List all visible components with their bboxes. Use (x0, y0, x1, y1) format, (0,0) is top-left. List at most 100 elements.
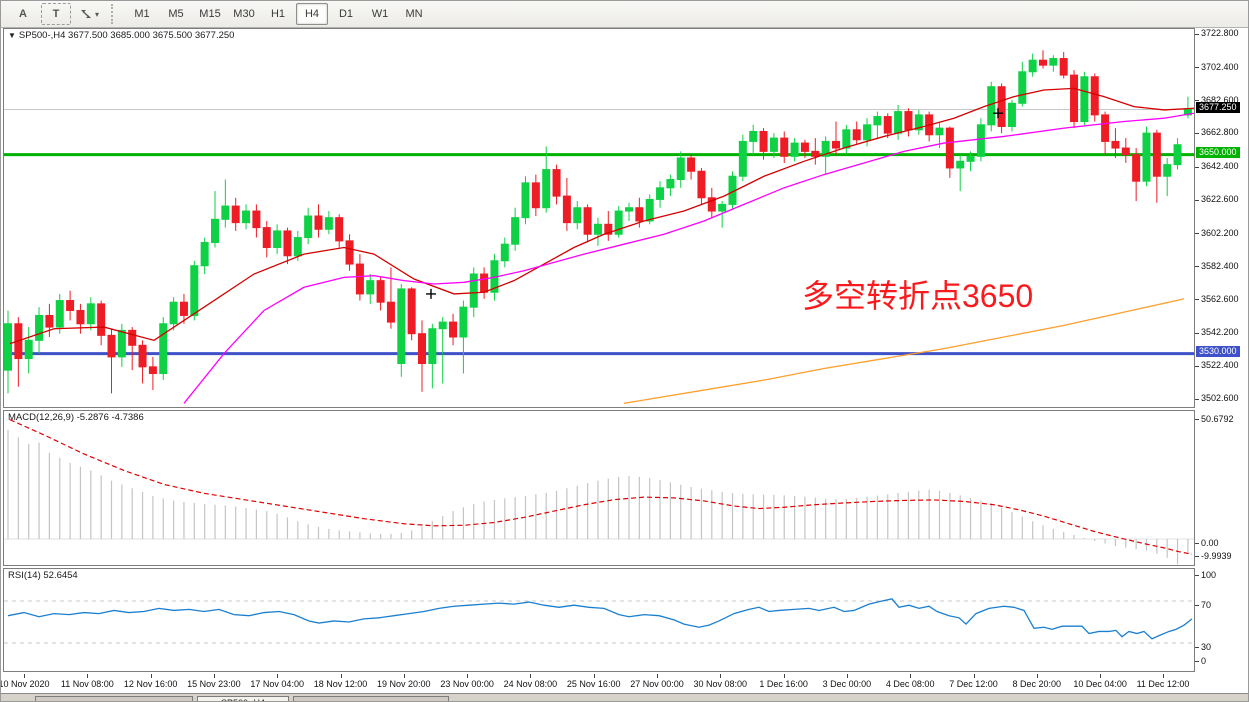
rsi-label: RSI(14) (8, 570, 41, 581)
bull-candle (366, 280, 375, 295)
bear-candle (386, 301, 395, 323)
axis-label: 50.6792 (1201, 414, 1234, 424)
bear-candle (1090, 76, 1099, 116)
bull-candle (976, 124, 985, 157)
bear-candle (179, 301, 188, 316)
collapse-triangle-icon[interactable]: ▼ (8, 31, 16, 40)
axis-label: 3542.200 (1201, 327, 1239, 338)
bull-candle (304, 215, 313, 239)
timeframe-button-mn[interactable]: MN (405, 8, 423, 20)
bull-candle (593, 223, 602, 235)
time-axis[interactable]: 10 Nov 2020 11 Nov 08:00 12 Nov 16:00 15 No… (1, 674, 1195, 693)
bear-candle (945, 127, 954, 169)
ma-slow-orange (623, 298, 1185, 404)
axis-label: 0 (1201, 656, 1207, 666)
chart-tab-active[interactable]: SP500-,H4 (197, 696, 289, 701)
bull-candle (324, 217, 333, 230)
macd-signal-value: -4.7386 (111, 412, 144, 423)
chart-tab[interactable] (35, 696, 193, 701)
object-anchor-cross[interactable] (993, 108, 1003, 119)
bull-candle (1018, 71, 1027, 104)
bull-candle (521, 182, 530, 219)
chart-tab-strip: SP500-,H4 (1, 693, 1248, 701)
label-tool-icon[interactable]: A (19, 8, 27, 20)
axis-label: -9.9939 (1201, 551, 1232, 561)
bull-candle (666, 179, 675, 189)
time-axis-label: 19 Nov 20:00 (377, 679, 431, 689)
bull-candle (1173, 144, 1182, 166)
text-tool-icon[interactable]: T (41, 3, 71, 25)
time-axis-label: 11 Nov 08:00 (60, 679, 114, 689)
main-chart-panel[interactable]: ▼ SP500-,H4 3677.500 3685.000 3675.500 36… (3, 28, 1195, 408)
bear-candle (283, 230, 292, 257)
annotation-text[interactable]: 多空转折点3650 (802, 278, 1033, 314)
time-axis-label: 15 Nov 23:00 (187, 679, 241, 689)
toolbar-grip[interactable] (111, 4, 120, 24)
rsi-canvas[interactable] (4, 569, 1194, 671)
chevron-down-icon: ▾ (94, 9, 99, 19)
bear-candle (604, 223, 613, 235)
time-axis-label: 27 Nov 00:00 (630, 679, 684, 689)
main-chart-canvas[interactable]: 多空转折点3650 (4, 29, 1194, 407)
bull-candle (573, 207, 582, 224)
timeframe-button-m30[interactable]: M30 (233, 8, 255, 20)
bull-candle (469, 273, 478, 308)
timeframe-button-h4[interactable]: H4 (296, 3, 328, 25)
bull-candle (1080, 76, 1089, 123)
time-axis-label: 12 Nov 16:00 (123, 679, 178, 689)
bull-candle (769, 137, 778, 152)
axis-label: 70 (1201, 600, 1212, 610)
bear-candle (562, 195, 571, 224)
bear-candle (552, 169, 561, 197)
macd-panel[interactable]: MACD(12,26,9) -5.2876 -4.7386 (3, 410, 1195, 566)
bull-candle (4, 323, 12, 371)
time-axis-label: 17 Nov 04:00 (250, 679, 304, 689)
bear-candle (1101, 114, 1110, 142)
timeframe-button-m5[interactable]: M5 (168, 8, 184, 20)
bear-candle (697, 170, 706, 199)
bear-candle (832, 140, 840, 149)
timeframe-button-m15[interactable]: M15 (199, 8, 221, 20)
price-axis[interactable]: 3722.800 3702.400 3682.600 3662.800 3642.400… (1195, 28, 1248, 673)
bear-candle (759, 130, 768, 152)
time-axis-label: 10 Dec 04:00 (1073, 679, 1127, 689)
bull-candle (1163, 164, 1172, 177)
timeframe-button-h1[interactable]: H1 (270, 8, 286, 20)
bull-candle (935, 127, 944, 136)
rsi-line (7, 598, 1193, 640)
object-anchor-cross[interactable] (426, 288, 436, 299)
bull-candle (645, 198, 654, 222)
bull-candle (894, 111, 903, 134)
timeframe-button-w1[interactable]: W1 (371, 8, 389, 20)
chart-tab[interactable] (293, 696, 449, 701)
macd-canvas[interactable] (4, 411, 1194, 565)
axis-label: 30 (1201, 642, 1212, 652)
bull-candle (169, 301, 178, 325)
price-badge-green-level: 3650.000 (1196, 147, 1240, 159)
bear-candle (904, 111, 913, 131)
price-badge-blue-level: 3530.000 (1196, 346, 1240, 358)
ma-fast-red (9, 87, 1194, 345)
bull-candle (459, 306, 468, 338)
bear-candle (376, 280, 385, 303)
timeframe-button-d1[interactable]: D1 (338, 8, 354, 20)
price-badge-current: 3677.250 (1196, 102, 1240, 113)
bull-candle (500, 243, 509, 262)
bear-candle (107, 334, 116, 358)
time-axis-label: 25 Nov 16:00 (566, 679, 621, 689)
bear-candle (997, 86, 1006, 127)
bull-candle (24, 339, 33, 360)
rsi-panel[interactable]: RSI(14) 52.6454 (3, 568, 1195, 672)
symbol-label: SP500-,H4 (18, 30, 66, 41)
ma-mid-magenta (183, 112, 1194, 404)
bull-candle (211, 218, 219, 244)
bear-candle (1152, 132, 1161, 177)
bull-candle (625, 207, 633, 212)
bear-candle (635, 207, 644, 222)
time-axis-label: 23 Nov 00:00 (440, 679, 494, 689)
bear-candle (76, 309, 85, 325)
timeframe-button-m1[interactable]: M1 (134, 8, 150, 20)
time-axis-label: 11 Dec 12:00 (1136, 679, 1190, 689)
arrows-tool-icon[interactable]: ▾ (73, 3, 105, 25)
